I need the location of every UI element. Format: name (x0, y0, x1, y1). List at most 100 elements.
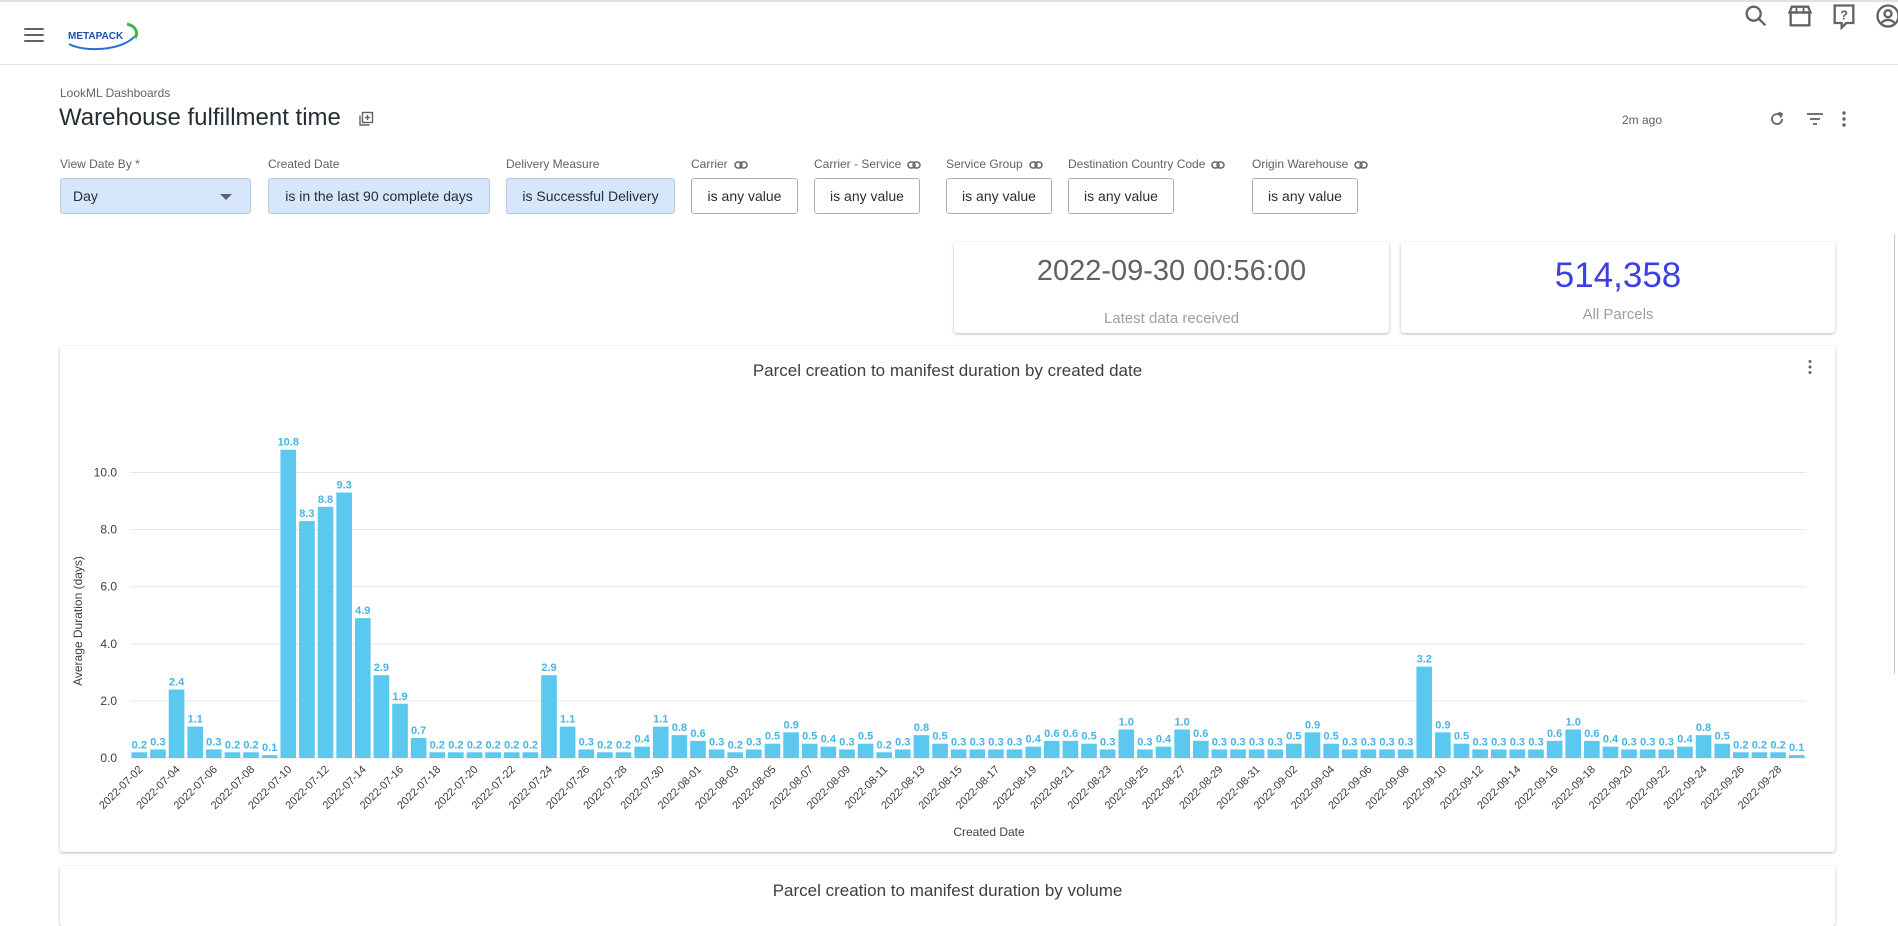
view-date-by-select[interactable]: Day (60, 178, 251, 214)
copy-dashboard-icon[interactable] (358, 111, 374, 127)
bar-value-label: 0.2 (467, 739, 482, 751)
breadcrumb[interactable]: LookML Dashboards (60, 86, 170, 100)
bar-value-label: 0.3 (1491, 736, 1506, 748)
filter-chip[interactable]: is any value (814, 178, 920, 214)
chart-bar (1472, 749, 1488, 758)
bar-value-label: 0.2 (504, 739, 519, 751)
chart-bar (1007, 749, 1023, 758)
filter-chip[interactable]: is in the last 90 complete days (268, 178, 490, 214)
chart-bar (1696, 735, 1712, 758)
chart-bar (1621, 749, 1637, 758)
bar-value-label: 0.2 (1752, 739, 1767, 751)
bar-value-label: 0.3 (970, 736, 985, 748)
chart-bar (597, 752, 613, 758)
chart-bar (1100, 749, 1116, 758)
reload-icon[interactable] (1768, 110, 1786, 128)
y-tick-label: 8.0 (100, 523, 117, 537)
dropdown-caret-icon (220, 194, 232, 200)
duration-by-date-card: Parcel creation to manifest duration by … (60, 346, 1835, 852)
bar-value-label: 9.3 (337, 480, 352, 492)
second-chart-title: Parcel creation to manifest duration by … (60, 881, 1835, 901)
link-icon[interactable] (1348, 157, 1368, 171)
chart-bar (206, 749, 222, 758)
y-tick-label: 0.0 (100, 751, 117, 765)
bar-value-label: 0.2 (448, 739, 463, 751)
bar-value-label: 0.9 (783, 719, 798, 731)
hamburger-menu-icon[interactable] (24, 28, 44, 42)
filter-toggle-icon[interactable] (1806, 111, 1824, 127)
filter-chip[interactable]: is Successful Delivery (506, 178, 675, 214)
chart-bar (690, 741, 706, 758)
chart-bar (131, 752, 147, 758)
bar-value-label: 0.3 (1212, 736, 1227, 748)
filter-value: is any value (708, 188, 782, 204)
filter-chip[interactable]: is any value (946, 178, 1052, 214)
chart-bar (1659, 749, 1675, 758)
help-icon[interactable]: ? (1830, 2, 1858, 30)
chart-bar (187, 727, 203, 758)
filter-label: Created Date (268, 157, 339, 171)
bar-value-label: 0.2 (728, 739, 743, 751)
chart-bar (336, 493, 352, 758)
bar-value-label: 0.3 (1007, 736, 1022, 748)
filter-label-text: View Date By * (60, 157, 140, 171)
chart-bar (1044, 741, 1060, 758)
bar-value-label: 0.3 (1621, 736, 1636, 748)
chart-bar (1491, 749, 1507, 758)
svg-text:?: ? (1840, 8, 1848, 23)
page-scrollbar[interactable] (1894, 234, 1895, 674)
dashboard-title: Warehouse fulfillment time (59, 104, 341, 132)
metapack-logo[interactable]: METAPACK (63, 18, 141, 52)
bar-value-label: 0.1 (262, 742, 277, 754)
link-icon[interactable] (728, 157, 748, 171)
chart-bar (448, 752, 464, 758)
filter-chip[interactable]: is any value (691, 178, 798, 214)
chart-bar (876, 752, 892, 758)
y-axis-label: Average Duration (days) (71, 556, 85, 686)
account-icon[interactable] (1874, 2, 1898, 30)
link-icon[interactable] (1205, 157, 1225, 171)
chart-bar (1361, 749, 1377, 758)
filter-chip[interactable]: is any value (1252, 178, 1358, 214)
filter-value: is Successful Delivery (522, 188, 658, 204)
chart-bar (1193, 741, 1209, 758)
filter-label: Origin Warehouse (1252, 157, 1368, 171)
dashboard-more-icon[interactable] (1840, 110, 1848, 128)
bar-value-label: 0.6 (1044, 728, 1059, 740)
bar-value-label: 4.9 (355, 605, 370, 617)
filter-value: is any value (962, 188, 1036, 204)
chart-bar (225, 752, 241, 758)
link-icon[interactable] (1023, 157, 1043, 171)
marketplace-icon[interactable] (1786, 2, 1814, 30)
bar-value-label: 0.5 (1286, 731, 1301, 743)
chart-bar (1249, 749, 1265, 758)
bar-value-label: 0.4 (1603, 734, 1619, 746)
filter-chip[interactable]: is any value (1068, 178, 1174, 214)
bar-value-label: 0.6 (690, 728, 705, 740)
search-icon[interactable] (1742, 2, 1770, 30)
bar-value-label: 0.3 (1379, 736, 1394, 748)
bar-value-label: 0.2 (1733, 739, 1748, 751)
bar-value-label: 0.5 (1323, 731, 1338, 743)
chart-bar (802, 744, 818, 758)
bar-value-label: 1.0 (1175, 716, 1190, 728)
chart-bar (1212, 749, 1228, 758)
bar-value-label: 0.3 (1249, 736, 1264, 748)
chart-bar (243, 752, 259, 758)
x-axis-label: Created Date (953, 825, 1025, 839)
chart-bar (318, 507, 334, 758)
filter-label-text: Delivery Measure (506, 157, 599, 171)
filter-label-text: Carrier (691, 157, 728, 171)
bar-value-label: 0.4 (634, 734, 650, 746)
bar-value-label: 1.0 (1566, 716, 1581, 728)
chart-bar (1156, 747, 1172, 758)
bar-value-label: 1.1 (653, 714, 668, 726)
chart-bar (1137, 749, 1153, 758)
y-tick-label: 10.0 (94, 466, 118, 480)
bar-value-label: 0.5 (765, 731, 780, 743)
bar-value-label: 0.3 (951, 736, 966, 748)
link-icon[interactable] (901, 157, 921, 171)
chart-bar (355, 618, 371, 758)
chart-bar (765, 744, 781, 758)
filter-value: is any value (1268, 188, 1342, 204)
